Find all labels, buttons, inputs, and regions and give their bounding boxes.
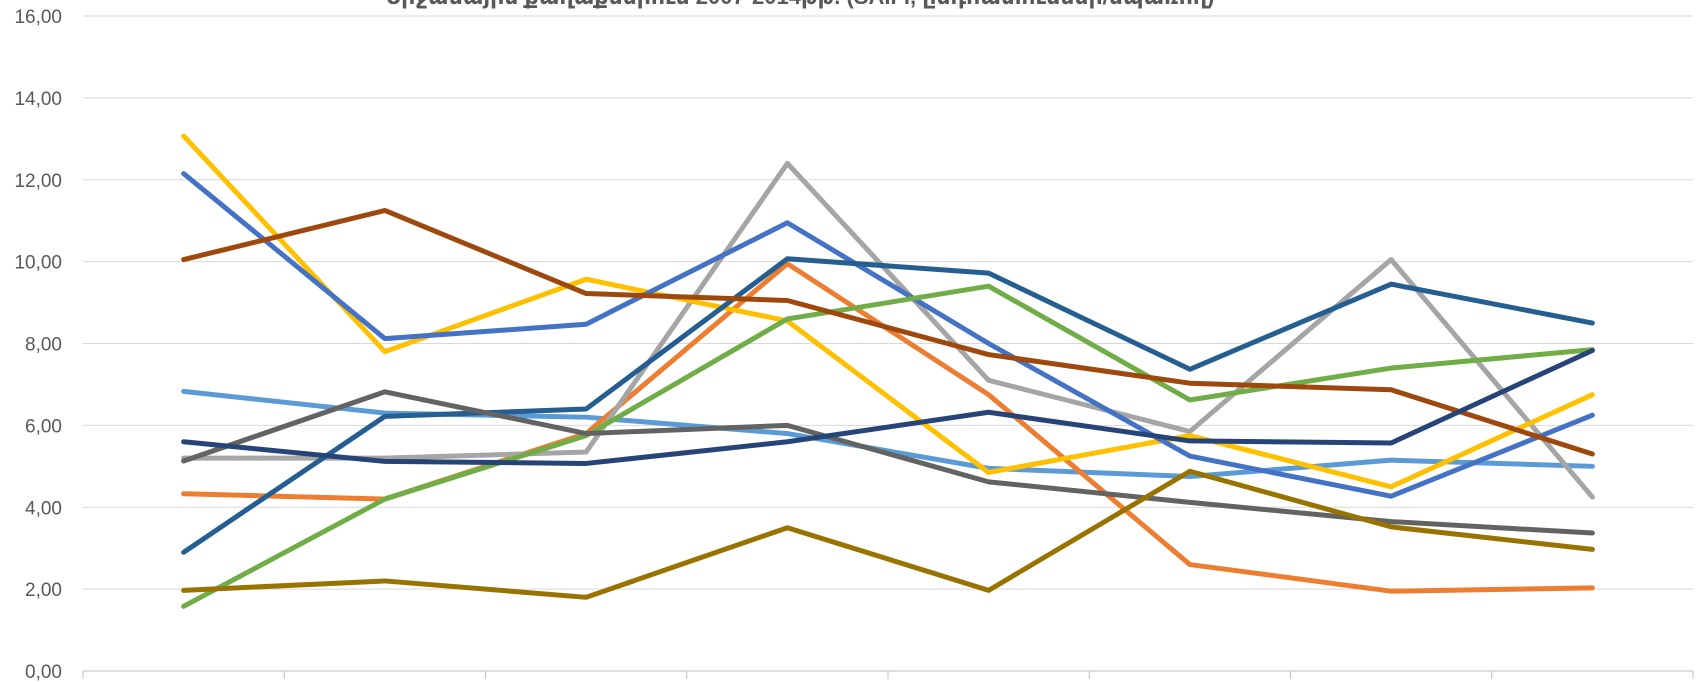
y-tick-label: 8,00	[25, 335, 62, 356]
chart-title: Շրջանային քաղաքներում 2007-2014թթ. (SAIF…	[386, 0, 1215, 9]
x-tick-label: 2013	[1370, 680, 1412, 682]
y-tick-label: 2,00	[25, 580, 62, 601]
y-tick-label: 6,00	[25, 416, 62, 437]
x-tick-label: 2008	[364, 680, 406, 682]
series-line	[181, 133, 1595, 490]
y-tick-label: 0,00	[25, 662, 62, 682]
series-line	[181, 207, 1595, 457]
x-tick-label: 2011	[968, 680, 1009, 682]
y-tick-label: 10,00	[14, 253, 62, 274]
x-tick-label: 2014	[1571, 680, 1614, 682]
series-line	[181, 468, 1595, 600]
series-line	[181, 171, 1595, 499]
series-line	[181, 283, 1595, 609]
y-tick-label: 14,00	[14, 89, 62, 110]
series-line	[181, 347, 1595, 466]
x-tick-label: 2009	[565, 680, 607, 682]
series-line	[181, 160, 1595, 500]
x-tick-label: 2007	[162, 680, 204, 682]
series-line	[181, 256, 1595, 555]
x-tick-label: 2010	[766, 680, 808, 682]
y-tick-label: 12,00	[14, 171, 62, 192]
y-tick-label: 16,00	[14, 7, 62, 28]
y-tick-label: 4,00	[25, 498, 62, 519]
x-tick-label: 2012	[1169, 680, 1211, 682]
